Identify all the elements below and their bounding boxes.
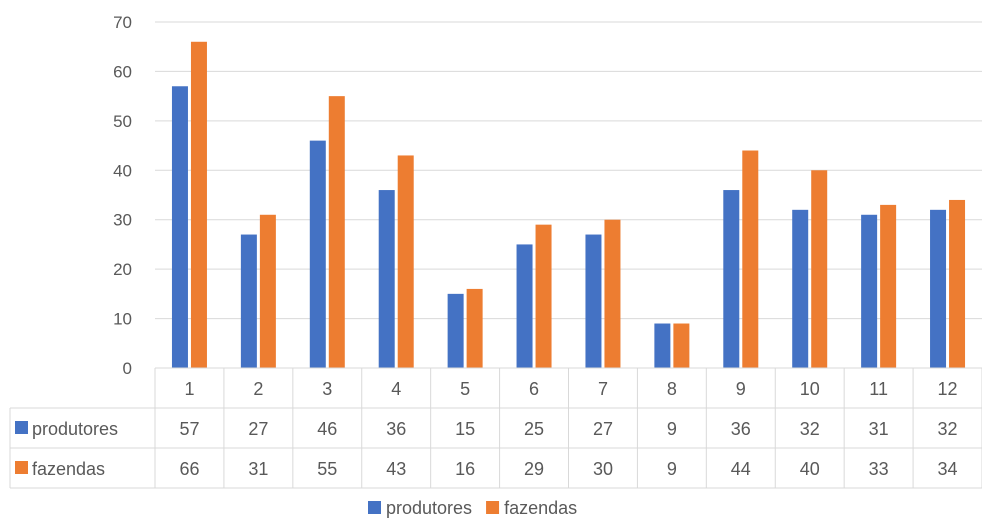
bar-produtores-11 [861,214,878,368]
bar-fazendas-9 [742,150,759,368]
data-value: 31 [869,419,889,439]
bar-produtores-4 [378,190,395,368]
bars [171,41,966,369]
category-label: 7 [598,379,608,399]
table-legend-key-fazendas [15,461,28,474]
data-value: 55 [317,459,337,479]
data-value: 30 [593,459,613,479]
category-label: 3 [322,379,332,399]
bar-produtores-3 [309,140,326,368]
category-label: 12 [938,379,958,399]
bar-produtores-10 [792,209,809,368]
category-label: 1 [184,379,194,399]
data-value: 44 [731,459,751,479]
data-value: 34 [938,459,958,479]
data-value: 27 [248,419,268,439]
bar-fazendas-12 [949,199,966,368]
bar-fazendas-7 [604,219,621,368]
y-tick-label: 50 [113,112,132,131]
data-value: 57 [179,419,199,439]
data-value: 25 [524,419,544,439]
data-value: 36 [386,419,406,439]
category-label: 10 [800,379,820,399]
data-value: 16 [455,459,475,479]
bar-produtores-8 [654,323,671,368]
data-value: 9 [667,459,677,479]
category-label: 5 [460,379,470,399]
category-label: 6 [529,379,539,399]
bar-produtores-5 [447,293,464,368]
data-value: 46 [317,419,337,439]
bar-produtores-6 [516,244,533,368]
bar-produtores-7 [585,234,602,368]
category-label: 2 [253,379,263,399]
y-tick-label: 20 [113,260,132,279]
data-value: 9 [667,419,677,439]
data-value: 66 [179,459,199,479]
y-tick-label: 30 [113,211,132,230]
legend-key-produtores [368,501,381,514]
y-tick-label: 70 [113,13,132,32]
y-tick-label: 0 [123,359,132,378]
data-value: 36 [731,419,751,439]
y-tick-label: 10 [113,310,132,329]
table-series-label: produtores [32,419,118,439]
data-value: 32 [938,419,958,439]
data-value: 27 [593,419,613,439]
table-legend-key-produtores [15,421,28,434]
data-value: 40 [800,459,820,479]
y-axis: 0 10 20 30 40 50 60 70 [113,13,132,378]
data-value: 15 [455,419,475,439]
legend-label: produtores [386,498,472,518]
data-value: 33 [869,459,889,479]
bar-produtores-12 [930,209,947,368]
bar-fazendas-6 [535,224,552,368]
bar-fazendas-10 [811,170,828,368]
table-series-label: fazendas [32,459,105,479]
legend-key-fazendas [486,501,500,514]
data-value: 32 [800,419,820,439]
bar-fazendas-5 [466,288,483,368]
data-value: 43 [386,459,406,479]
category-label: 11 [869,379,888,399]
bar-fazendas-3 [328,96,345,369]
y-tick-label: 40 [113,161,132,180]
bar-produtores-9 [723,190,740,368]
bar-fazendas-1 [190,41,207,369]
data-value: 31 [248,459,268,479]
category-label: 4 [391,379,401,399]
bar-fazendas-4 [397,155,414,368]
y-tick-label: 60 [113,62,132,81]
category-label: 8 [667,379,677,399]
legend: produtores fazendas [368,498,577,518]
bar-fazendas-8 [673,323,690,368]
gridlines [155,21,982,320]
bar-produtores-1 [171,86,188,368]
bar-fazendas-2 [259,214,276,368]
bar-fazendas-11 [880,204,897,368]
data-value: 29 [524,459,544,479]
category-label: 9 [736,379,746,399]
legend-label: fazendas [504,498,577,518]
bar-produtores-2 [240,234,257,368]
